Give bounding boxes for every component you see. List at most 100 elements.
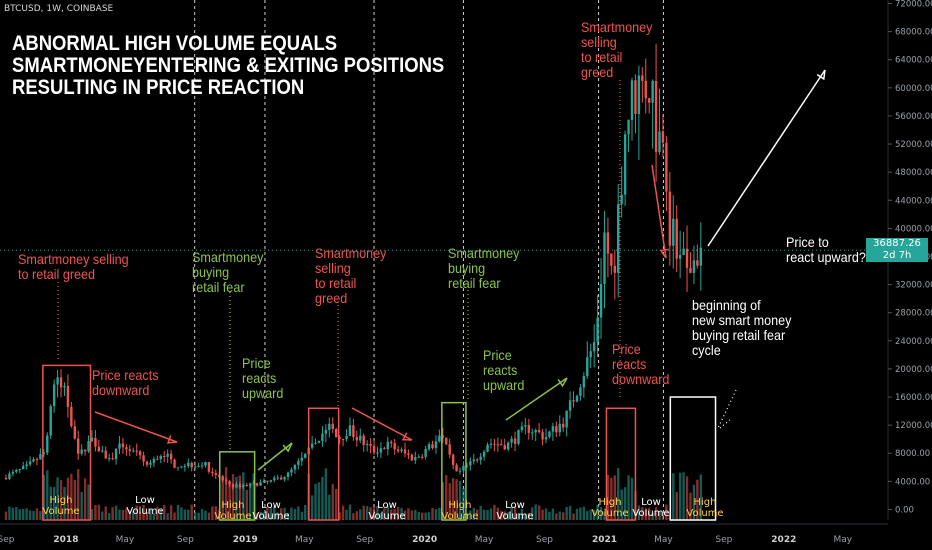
- volume-bar: [396, 507, 400, 520]
- candle-body: [486, 444, 489, 452]
- volume-bar: [407, 508, 410, 520]
- candle-body: [427, 444, 431, 449]
- candle-body: [87, 441, 90, 452]
- price-axis: 0.00 4000.00 8000.00 12000.00 16000.00 20000.…: [887, 0, 932, 520]
- candle-body: [572, 400, 575, 402]
- volume-bar: [59, 480, 63, 520]
- volume-bar: [420, 512, 424, 520]
- price-tick-label: 0.00: [895, 505, 914, 515]
- candle-body: [465, 465, 469, 467]
- candle-body: [56, 377, 59, 385]
- candle-body: [365, 444, 369, 446]
- volume-bar: [362, 505, 365, 520]
- title-line-1: ABNORMAL HIGH VOLUME EQUALS: [12, 32, 338, 55]
- volume-bar: [176, 504, 180, 520]
- candle-body: [517, 430, 520, 444]
- volume-bar: [118, 509, 121, 520]
- candle-body: [135, 450, 138, 452]
- candle-body: [94, 437, 97, 447]
- price-tick-label: 52000.00: [895, 140, 932, 150]
- candle-body: [80, 449, 83, 454]
- candle-body: [190, 462, 193, 468]
- candle-body: [11, 471, 15, 474]
- candle-body: [231, 484, 235, 488]
- volume-label-low-3: Low Volume: [368, 500, 406, 522]
- volume-bar: [8, 506, 11, 520]
- time-tick-label: 2018: [53, 535, 78, 545]
- candle-body: [362, 435, 365, 445]
- volume-bar: [259, 511, 262, 520]
- candle-body: [211, 471, 214, 474]
- candle-body: [634, 80, 637, 115]
- candle-body: [63, 386, 66, 388]
- volume-bar: [224, 467, 228, 520]
- volume-bar: [592, 509, 596, 520]
- candle-body: [531, 432, 534, 434]
- volume-bar: [200, 509, 204, 520]
- candle-body: [252, 483, 255, 485]
- candle-body: [665, 142, 668, 192]
- volume-bar: [675, 491, 678, 520]
- volume-bar: [163, 505, 166, 520]
- candle-body: [197, 466, 200, 468]
- candle-body: [689, 267, 692, 273]
- price-tick-label: 40000.00: [895, 224, 932, 234]
- candle-body: [568, 400, 572, 411]
- candle-body: [455, 464, 458, 472]
- volume-label-high-1: High Volume: [42, 495, 80, 517]
- volume-bar: [682, 472, 685, 520]
- price-tick-label: 8000.00: [895, 449, 930, 459]
- volume-bar: [321, 476, 324, 520]
- volume-bar: [414, 509, 417, 520]
- volume-bar: [510, 506, 513, 520]
- candle-body: [279, 477, 283, 480]
- candle-body: [66, 386, 70, 407]
- time-tick-label: 2019: [233, 535, 258, 545]
- volume-bar: [383, 508, 386, 520]
- volume-bar: [104, 506, 107, 520]
- volume-bar: [18, 509, 21, 520]
- volume-bar: [142, 504, 145, 520]
- last-price-value: 36887.26: [873, 238, 921, 250]
- arrow-price-down-2021: [651, 164, 667, 259]
- pointer-new-cycle: [717, 389, 737, 429]
- arrow-price-up-2019-head: [282, 442, 293, 453]
- candle-body: [359, 435, 362, 441]
- candle-body: [393, 443, 396, 450]
- volume-bar: [190, 504, 193, 520]
- volume-bar: [627, 475, 630, 520]
- volume-bar: [506, 512, 510, 520]
- volume-bar: [221, 475, 224, 520]
- volume-bar: [647, 507, 651, 520]
- candle-body: [424, 448, 427, 457]
- candle-body: [193, 466, 197, 468]
- candle-body: [104, 450, 107, 459]
- candle-body: [555, 426, 558, 433]
- volume-bar: [21, 508, 25, 520]
- volume-bar: [193, 512, 197, 520]
- volume-bar: [80, 491, 83, 520]
- candle-body: [149, 462, 152, 465]
- volume-bar: [39, 511, 42, 520]
- time-tick-label: 2022: [771, 535, 796, 545]
- volume-bar: [486, 510, 489, 520]
- candle-body: [675, 218, 678, 259]
- volume-bar: [462, 487, 465, 520]
- candle-body: [338, 437, 341, 439]
- price-tick-label: 16000.00: [895, 393, 932, 403]
- volume-bar: [166, 513, 169, 520]
- volume-bar: [685, 476, 689, 520]
- volume-bar: [493, 504, 496, 520]
- candle-body: [77, 438, 80, 454]
- candle-body: [355, 437, 359, 441]
- candle-body: [132, 450, 135, 452]
- candle-body: [32, 459, 35, 462]
- candle-body: [207, 462, 211, 472]
- candle-body: [641, 75, 644, 81]
- candle-body: [431, 444, 434, 449]
- volume-bar: [565, 506, 568, 520]
- candle-body: [548, 431, 551, 438]
- volume-label-high-3: High Volume: [441, 500, 479, 522]
- candle-body: [396, 449, 400, 452]
